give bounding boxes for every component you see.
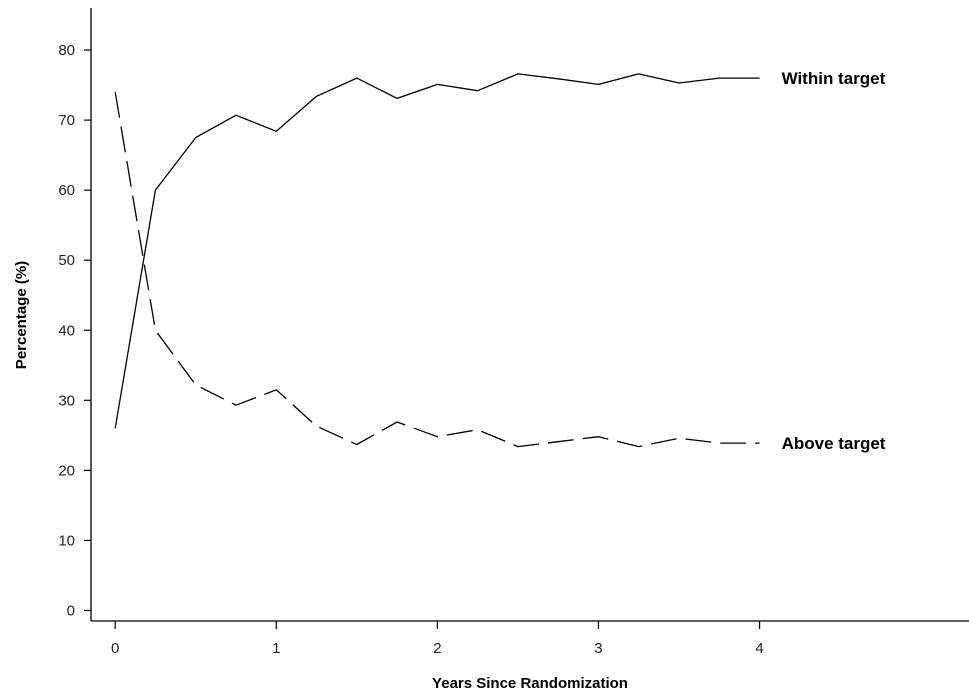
x-tick-label: 0 bbox=[111, 640, 119, 657]
series-line-above-target bbox=[114, 91, 760, 448]
y-tick-label: 50 bbox=[58, 252, 75, 269]
x-tick-label: 4 bbox=[755, 640, 763, 657]
x-axis-title: Years Since Randomization bbox=[432, 675, 628, 692]
y-tick-label: 70 bbox=[58, 112, 75, 129]
series-lines bbox=[114, 73, 760, 448]
y-tick-label: 60 bbox=[58, 182, 75, 199]
series-label-above-target: Above target bbox=[782, 434, 886, 453]
y-tick-label: 80 bbox=[58, 42, 75, 59]
tick-marks: 0 10 20 30 40 50 60 70 80 0 1 2 3 4 bbox=[58, 42, 763, 657]
y-tick-label: 30 bbox=[58, 392, 75, 409]
x-tick-label: 1 bbox=[272, 640, 280, 657]
y-tick-label: 40 bbox=[58, 322, 75, 339]
x-tick-label: 2 bbox=[433, 640, 441, 657]
x-tick-label: 3 bbox=[594, 640, 602, 657]
y-axis-title: Percentage (%) bbox=[13, 261, 30, 369]
series-labels: Within target Above target bbox=[782, 69, 886, 453]
y-tick-label: 10 bbox=[58, 532, 75, 549]
y-tick-label: 20 bbox=[58, 462, 75, 479]
series-label-within-target: Within target bbox=[782, 69, 886, 88]
y-tick-label: 0 bbox=[67, 602, 75, 619]
axes bbox=[90, 8, 969, 622]
series-line-within-target bbox=[114, 73, 760, 429]
